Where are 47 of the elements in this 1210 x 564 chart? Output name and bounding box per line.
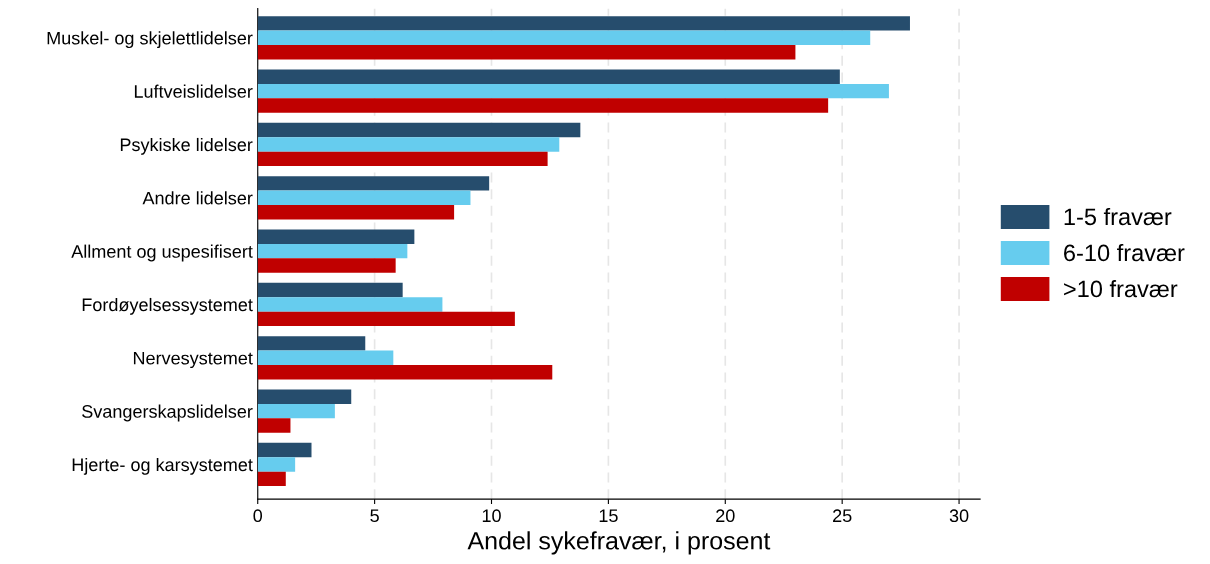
bar — [257, 122, 581, 138]
x-tick-label: 10 — [482, 509, 501, 523]
y-tick-label: Nervesystemet — [133, 351, 253, 369]
bar — [257, 229, 415, 244]
bar — [257, 282, 403, 298]
bar — [257, 205, 455, 220]
bar — [257, 297, 443, 312]
y-tick-label: Fordøyelsessystemet — [82, 297, 253, 315]
bar — [257, 258, 396, 273]
legend-label: 6-10 fravær — [1064, 243, 1185, 262]
bar — [257, 137, 560, 152]
bar — [257, 471, 286, 487]
bar — [257, 418, 291, 433]
bar — [257, 16, 910, 31]
bar — [257, 98, 829, 113]
y-tick-label: Hjerte- og karsystemet — [72, 457, 253, 475]
bar — [257, 30, 871, 45]
x-tick-label: 30 — [949, 509, 969, 523]
y-tick-label: Andre lidelser — [142, 191, 253, 205]
x-axis-title: Andel sykefravær, i prosent — [467, 531, 771, 555]
bar — [257, 457, 296, 472]
y-tick-label: Luftveislidelser — [134, 84, 253, 98]
bar — [257, 176, 490, 191]
y-tick-label: Svangerskapslidelser — [82, 404, 253, 422]
legend-label: 1-5 fravær — [1064, 207, 1172, 226]
x-tick-label: 25 — [833, 509, 852, 523]
bar — [257, 69, 840, 84]
x-tick-label: 20 — [716, 509, 735, 523]
bar — [257, 389, 352, 404]
bar — [257, 243, 408, 259]
x-tick-label: 0 — [253, 509, 263, 523]
bar — [257, 336, 366, 351]
y-tick-label: Allment og uspesifisert — [71, 244, 253, 262]
bar — [257, 151, 548, 167]
y-tick-label: Muskel- og skjelettlidelser — [47, 31, 253, 49]
bar — [257, 403, 335, 419]
legend-label: >10 fravær — [1064, 280, 1178, 298]
bar — [257, 442, 312, 458]
bar — [257, 350, 394, 365]
x-tick-label: 15 — [599, 509, 618, 523]
bar — [257, 83, 889, 99]
x-tick-label: 5 — [370, 509, 379, 523]
bar — [257, 311, 515, 327]
bar — [257, 44, 796, 60]
bar — [257, 190, 471, 205]
bar — [257, 365, 553, 380]
y-tick-label: Psykiske lidelser — [120, 137, 253, 155]
